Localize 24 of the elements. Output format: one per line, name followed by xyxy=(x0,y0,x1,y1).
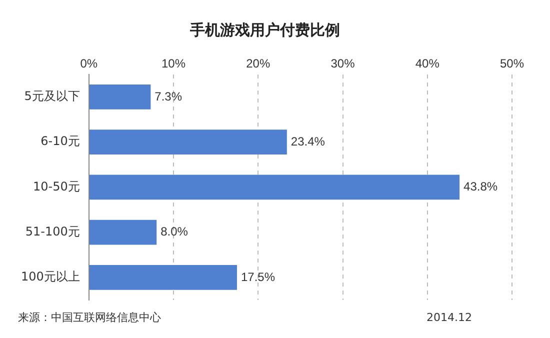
bar xyxy=(89,265,237,290)
chart-title: 手机游戏用户付费比例 xyxy=(189,20,340,39)
data-label: 8.0% xyxy=(160,224,188,239)
y-tick-label: 100元以上 xyxy=(21,270,80,284)
x-tick-label: 20% xyxy=(246,56,270,71)
x-tick-label: 50% xyxy=(500,56,524,71)
source-note: 来源：中国互联网络信息中心 xyxy=(18,310,161,324)
x-tick-label: 0% xyxy=(80,56,98,71)
x-tick-label: 30% xyxy=(330,56,356,71)
x-tick-label: 10% xyxy=(162,56,186,71)
text: 2014.12 xyxy=(426,310,472,324)
data-label: 43.8% xyxy=(464,180,498,194)
bar xyxy=(89,130,287,154)
bar xyxy=(89,84,151,110)
data-label: 23.4% xyxy=(290,134,326,148)
data-label: 7.3% xyxy=(154,89,182,104)
y-tick-label: 10-50元 xyxy=(33,179,80,194)
y-tick-label: 51-100元 xyxy=(25,224,80,238)
data-label: 17.5% xyxy=(240,270,276,284)
bar xyxy=(89,174,460,200)
y-tick-label: 6-10元 xyxy=(40,134,80,148)
y-tick-label: 5元及以下 xyxy=(24,89,80,104)
bar xyxy=(89,220,157,245)
x-tick-label: 40% xyxy=(415,56,440,71)
